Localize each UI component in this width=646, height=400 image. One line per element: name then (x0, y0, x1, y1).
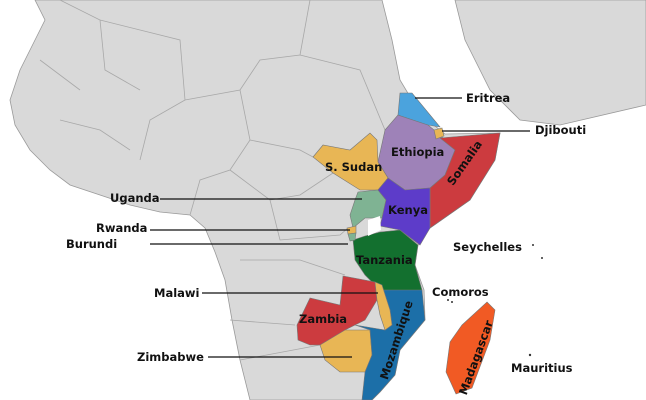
label-comoros: Comoros (432, 285, 489, 299)
madagascar-shape (445, 301, 496, 395)
label-burundi: Burundi (66, 237, 118, 251)
s-sudan-shape (312, 132, 389, 191)
arabian-peninsula (454, 0, 646, 126)
label-kenya: Kenya (388, 203, 428, 217)
kenya-shape (377, 177, 431, 246)
lake-victoria (368, 216, 381, 236)
label-tanzania: Tanzania (356, 253, 413, 267)
label-uganda: Uganda (110, 191, 160, 205)
malawi-shape (374, 281, 393, 331)
comoros-islands (451, 301, 453, 303)
comoros-islands (447, 299, 449, 301)
eritrea-shape (397, 92, 441, 128)
burundi-shape (347, 232, 357, 242)
label-ethiopia: Ethiopia (391, 145, 445, 159)
label-djibouti: Djibouti (535, 123, 587, 137)
tanzania-shape (352, 229, 423, 296)
seychelles-islands (541, 257, 543, 259)
label-seychelles: Seychelles (453, 240, 522, 254)
label-malawi: Malawi (154, 286, 200, 300)
label-mauritius: Mauritius (511, 361, 573, 375)
label-s-sudan: S. Sudan (325, 160, 383, 174)
mauritius-island (528, 353, 532, 357)
label-zimbabwe: Zimbabwe (137, 350, 204, 364)
label-eritrea: Eritrea (466, 91, 511, 105)
country-borders (39, 0, 386, 361)
djibouti-shape (433, 127, 445, 140)
label-rwanda: Rwanda (96, 221, 148, 235)
label-zambia: Zambia (299, 312, 348, 326)
seychelles-islands (532, 244, 534, 246)
